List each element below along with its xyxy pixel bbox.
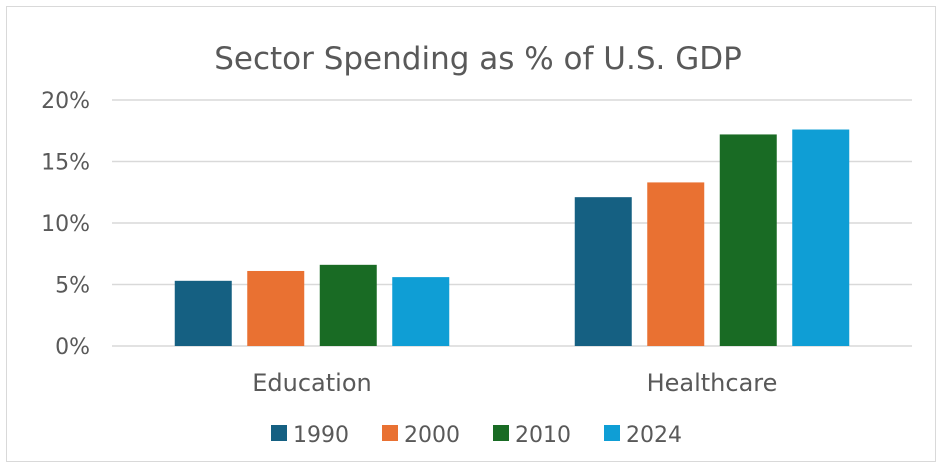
bar-healthcare-1990 [574,197,632,346]
legend-label: 2024 [626,423,682,448]
y-tick-label: 20% [41,89,90,114]
bar-healthcare-2000 [647,182,705,346]
y-tick-label: 0% [55,335,90,360]
y-axis-ticks: 0% 5% 10% 15% 20% [41,89,90,360]
y-tick-label: 15% [41,151,90,176]
y-tick-label: 10% [41,212,90,237]
bar-education-2010 [319,264,377,346]
legend-swatch [271,425,287,441]
legend-label: 2000 [404,423,460,448]
bars [174,129,850,346]
legend-swatch [604,425,620,441]
legend-swatch [382,425,398,441]
bar-healthcare-2024 [792,129,850,346]
legend-swatch [493,425,509,441]
legend-label: 1990 [293,423,349,448]
y-tick-label: 5% [55,274,90,299]
bar-education-1990 [174,280,232,346]
bar-healthcare-2010 [719,134,777,346]
gridlines [112,99,912,347]
chart-title: Sector Spending as % of U.S. GDP [214,41,742,77]
category-label: Education [252,369,371,397]
bar-education-2024 [392,277,450,346]
category-label: Healthcare [647,369,778,397]
bar-education-2000 [247,270,305,346]
x-axis-categories: Education Healthcare [252,369,777,397]
legend: 1990 2000 2010 2024 [271,423,682,448]
legend-label: 2010 [515,423,571,448]
chart-frame [6,6,936,462]
